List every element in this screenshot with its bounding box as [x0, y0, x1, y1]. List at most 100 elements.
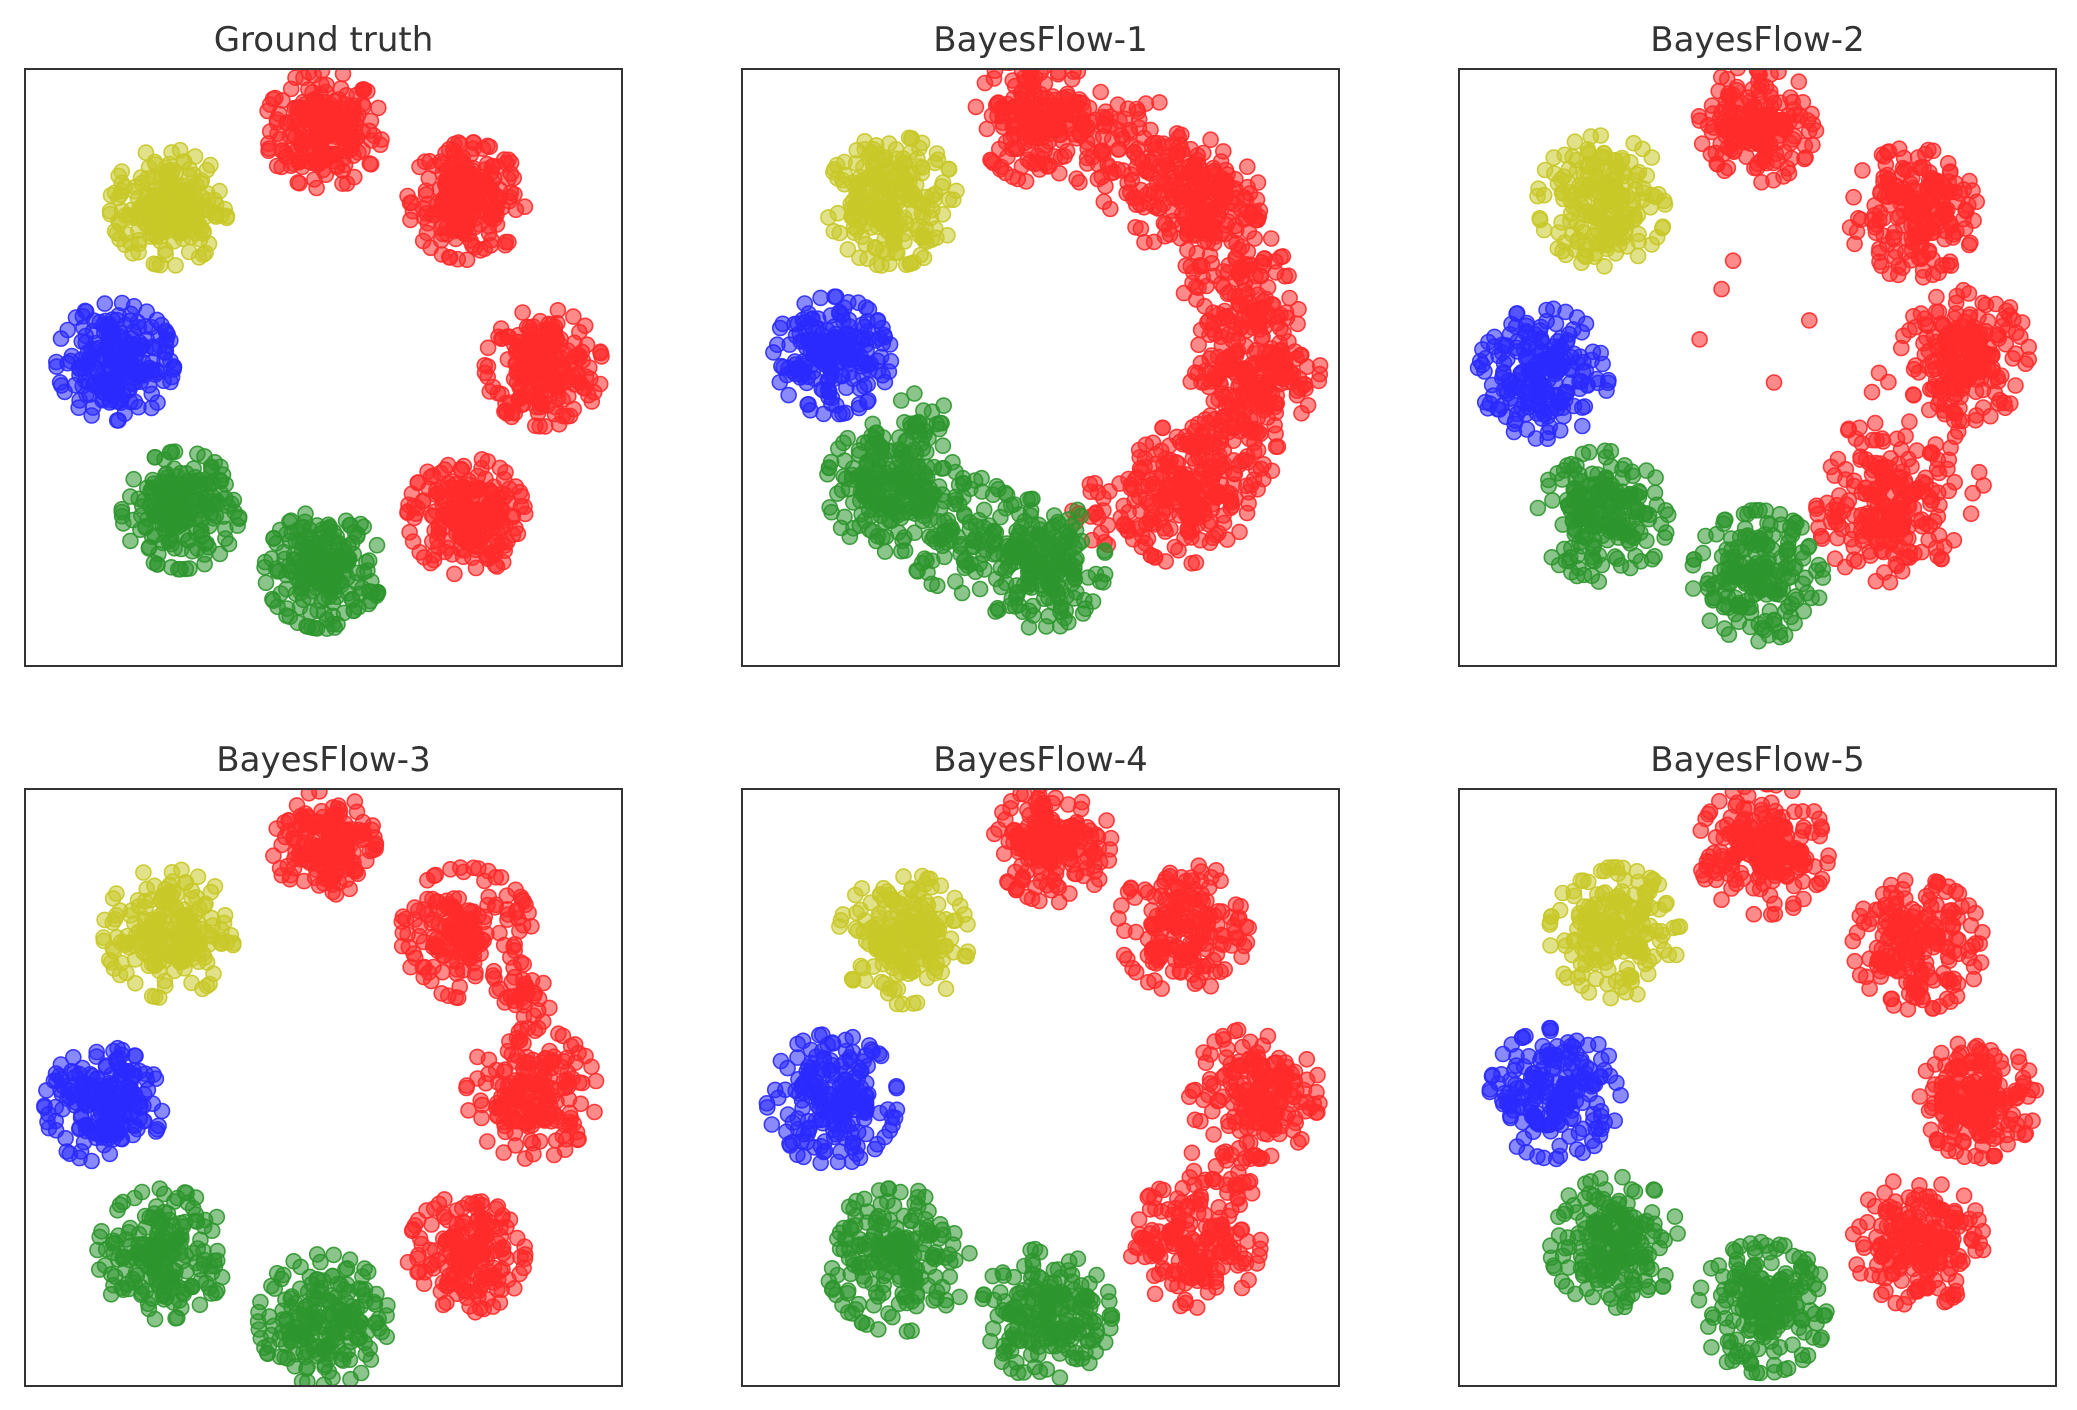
data-point — [554, 407, 572, 425]
data-point — [148, 256, 165, 273]
data-point — [1231, 523, 1248, 541]
data-point — [928, 145, 946, 162]
data-point — [1894, 518, 1912, 535]
data-point — [1881, 573, 1899, 591]
data-point — [1761, 602, 1779, 620]
data-point — [1227, 251, 1245, 268]
data-point — [1045, 114, 1063, 131]
data-point — [812, 289, 829, 307]
data-point — [1094, 142, 1112, 160]
data-point — [1713, 280, 1730, 298]
data-point — [1210, 305, 1228, 323]
data-point — [186, 204, 203, 221]
data-point — [256, 558, 273, 576]
data-point — [1109, 96, 1127, 114]
data-point — [1909, 480, 1926, 497]
data-point — [110, 307, 127, 324]
data-point — [362, 156, 380, 173]
data-point — [354, 81, 371, 98]
data-point — [484, 513, 502, 531]
data-point — [465, 134, 483, 151]
data-point — [531, 393, 548, 411]
data-point — [820, 459, 838, 476]
data-point — [1852, 451, 1870, 468]
data-point — [160, 174, 177, 192]
data-point — [165, 189, 183, 206]
panel-bayesflow-2: BayesFlow-2 — [1458, 18, 2057, 668]
data-point — [1130, 441, 1148, 459]
data-point — [1074, 605, 1092, 622]
data-point — [861, 200, 878, 218]
data-point — [1092, 83, 1110, 101]
data-point — [1158, 156, 1176, 174]
data-point — [162, 373, 179, 391]
data-point — [1920, 244, 1938, 261]
data-point — [451, 179, 469, 196]
data-point — [845, 494, 862, 511]
data-point — [1909, 149, 1927, 166]
data-point — [909, 150, 926, 167]
data-point — [566, 334, 583, 352]
data-point — [1166, 494, 1184, 511]
data-point — [1212, 275, 1230, 292]
data-point — [1135, 199, 1153, 216]
data-point — [1831, 487, 1848, 504]
data-point — [997, 164, 1014, 182]
data-point — [1162, 181, 1180, 199]
data-point — [1240, 483, 1257, 501]
data-point — [1155, 138, 1173, 156]
data-point — [1897, 183, 1915, 201]
data-point — [1041, 157, 1058, 174]
data-point — [851, 517, 869, 534]
data-point — [1729, 70, 1746, 77]
data-point — [479, 368, 497, 386]
data-point — [872, 348, 890, 366]
data-point — [1716, 162, 1733, 180]
data-point — [1870, 364, 1888, 382]
data-point — [1990, 395, 2007, 412]
data-point — [89, 378, 107, 396]
data-point — [1685, 551, 1703, 568]
data-point — [839, 429, 856, 447]
data-point — [1752, 562, 1770, 580]
data-point — [1197, 483, 1215, 501]
data-point — [115, 515, 132, 532]
data-point — [1701, 612, 1719, 630]
data-point — [1771, 94, 1789, 112]
data-point — [1149, 200, 1167, 217]
data-point — [286, 551, 304, 568]
data-point — [1264, 296, 1282, 313]
data-point — [1970, 363, 1987, 381]
data-point — [163, 558, 180, 576]
data-point — [1078, 149, 1096, 167]
data-point — [1720, 599, 1737, 616]
data-point — [479, 550, 497, 568]
data-point — [576, 317, 594, 335]
data-point — [362, 573, 380, 590]
data-point — [1693, 135, 1711, 152]
data-point — [212, 458, 229, 476]
data-point — [110, 412, 127, 429]
data-point — [439, 456, 457, 474]
data-point — [519, 364, 537, 382]
data-point — [1129, 103, 1147, 121]
green-cluster — [867, 385, 952, 452]
data-point — [918, 458, 936, 476]
red-cluster — [1892, 281, 2038, 430]
data-point — [1690, 107, 1708, 125]
data-point — [124, 245, 141, 262]
data-point — [531, 417, 549, 435]
data-point — [940, 160, 958, 178]
data-point — [425, 546, 443, 564]
data-point — [593, 348, 610, 365]
data-point — [1691, 331, 1708, 348]
data-point — [1096, 542, 1113, 560]
data-point — [1205, 234, 1223, 252]
data-point — [1145, 233, 1163, 251]
data-point — [421, 153, 438, 170]
data-point — [971, 534, 988, 552]
data-point — [1928, 288, 1945, 306]
data-point — [2001, 299, 2019, 316]
data-point — [872, 214, 889, 231]
data-point — [143, 399, 160, 417]
